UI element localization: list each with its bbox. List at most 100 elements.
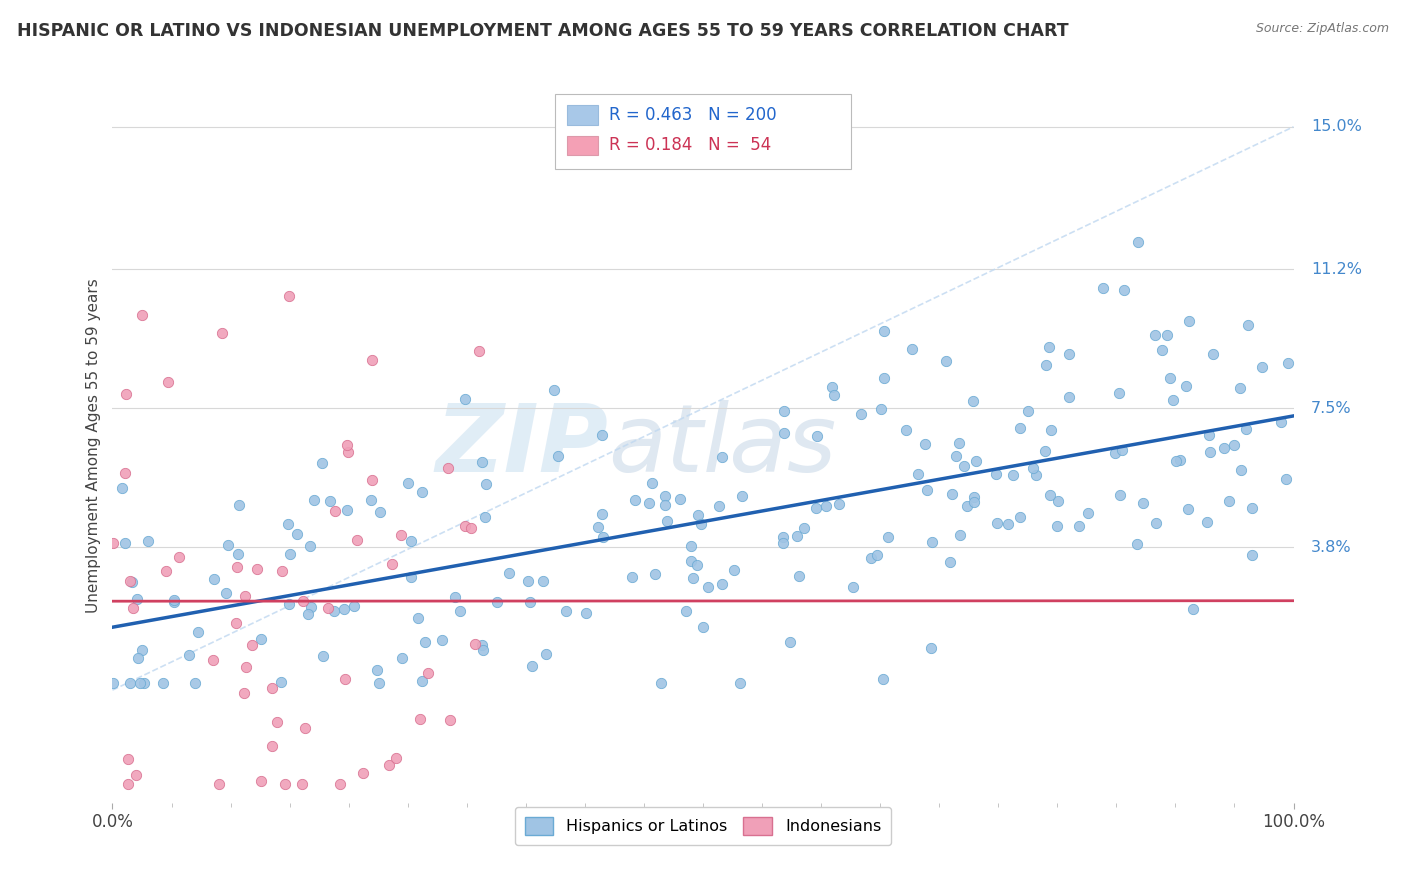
Point (860, 551, 883, 566)
Point (361, 473, 384, 487)
Point (136, 534, 159, 549)
Point (378, 758, 401, 772)
Point (278, 597, 301, 611)
Point (586, 520, 609, 534)
Point (1001, 467, 1024, 482)
Point (682, 571, 704, 585)
Point (728, 675, 751, 690)
Point (939, 555, 962, 569)
Point (299, 600, 322, 615)
Point (285, 526, 308, 541)
Point (876, 530, 898, 544)
Point (1202, 347, 1225, 361)
Point (1240, 548, 1263, 562)
Point (361, 352, 384, 367)
Point (129, 675, 152, 690)
Point (1111, 442, 1133, 457)
Point (1223, 437, 1246, 451)
Point (235, 660, 257, 674)
Point (772, 426, 794, 441)
Point (1144, 516, 1167, 530)
Point (167, 549, 190, 564)
Point (274, 777, 297, 791)
Point (485, 595, 508, 609)
Point (1039, 488, 1062, 502)
Point (696, 581, 718, 595)
Point (472, 643, 495, 657)
Point (821, 380, 844, 394)
Point (439, 713, 461, 727)
Point (260, 681, 283, 696)
Point (907, 467, 929, 482)
Point (391, 528, 413, 542)
Point (1059, 347, 1081, 361)
Point (202, 653, 225, 667)
Point (292, 593, 315, 607)
Text: Source: ZipAtlas.com: Source: ZipAtlas.com (1256, 22, 1389, 36)
Point (997, 516, 1019, 531)
Point (131, 308, 153, 322)
Point (346, 533, 368, 547)
Point (1010, 421, 1032, 435)
Point (454, 392, 477, 407)
Point (814, 499, 837, 513)
Point (399, 570, 422, 584)
Point (963, 495, 986, 509)
Point (329, 777, 352, 791)
Point (1126, 235, 1149, 249)
Point (1164, 454, 1187, 468)
Point (679, 539, 702, 553)
Point (1229, 381, 1251, 395)
Point (873, 371, 896, 385)
Point (155, 564, 177, 578)
Point (406, 611, 429, 625)
Point (707, 499, 730, 513)
Point (1039, 423, 1062, 437)
Point (949, 528, 972, 542)
Point (246, 562, 269, 576)
Point (1234, 422, 1257, 436)
Point (471, 455, 494, 469)
Point (1199, 445, 1222, 459)
Point (894, 423, 917, 437)
Point (1168, 453, 1191, 467)
Point (131, 643, 153, 657)
Point (127, 651, 149, 665)
Point (183, 675, 205, 690)
Point (655, 514, 678, 528)
Text: atlas: atlas (609, 401, 837, 491)
Point (187, 624, 209, 639)
Point (114, 466, 136, 480)
Point (240, 638, 263, 652)
Point (232, 685, 254, 699)
Point (336, 438, 359, 452)
Point (277, 516, 299, 531)
Point (1159, 371, 1181, 385)
Point (644, 566, 666, 581)
Point (225, 615, 247, 630)
Point (323, 604, 346, 618)
Point (1109, 488, 1132, 502)
Point (385, 750, 408, 764)
Point (1033, 444, 1056, 458)
Point (117, 752, 139, 766)
Point (316, 600, 339, 615)
Point (233, 590, 256, 604)
Point (828, 497, 851, 511)
Point (575, 607, 598, 621)
Point (591, 427, 613, 442)
Point (432, 632, 454, 647)
Point (1213, 441, 1236, 455)
Point (1182, 602, 1205, 616)
Point (914, 436, 936, 450)
Point (217, 538, 239, 552)
Point (531, 574, 554, 588)
Point (337, 445, 360, 459)
Point (312, 648, 335, 663)
Point (163, 595, 186, 609)
Point (399, 533, 422, 548)
Text: R = 0.463   N = 200: R = 0.463 N = 200 (609, 106, 776, 124)
Point (650, 675, 672, 690)
Point (1092, 280, 1115, 294)
Point (641, 476, 664, 491)
